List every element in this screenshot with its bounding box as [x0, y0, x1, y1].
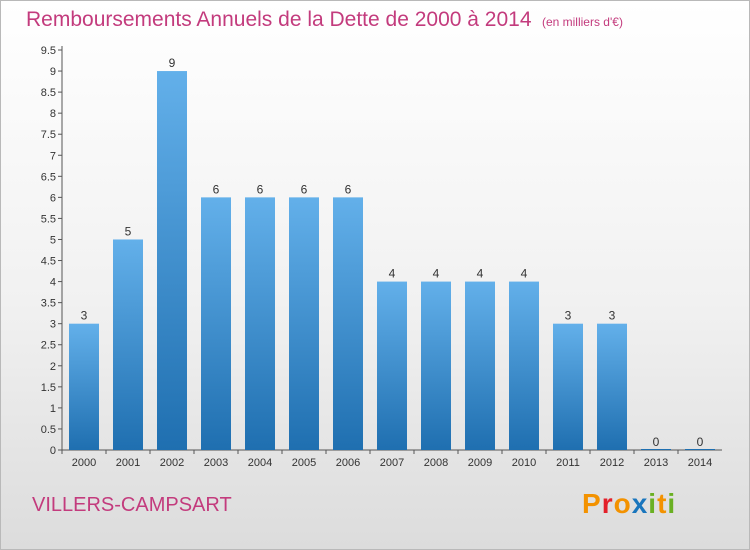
data-label-2009: 4: [477, 267, 484, 281]
x-tick-label: 2008: [424, 457, 448, 469]
bars: [69, 71, 715, 450]
logo-letter: r: [601, 488, 614, 519]
bar-2009: [465, 281, 495, 450]
y-tick-label: 9.5: [41, 45, 56, 57]
data-label-2007: 4: [389, 267, 396, 281]
y-tick-label: 3.5: [41, 298, 56, 310]
x-tick-label: 2005: [292, 457, 316, 469]
logo-letter: P: [582, 488, 602, 519]
x-tick-label: 2010: [512, 457, 536, 469]
chart-title-text: Remboursements Annuels de la Dette de 20…: [26, 8, 532, 31]
data-label-2000: 3: [81, 309, 88, 323]
y-tick-label: 4: [50, 277, 56, 289]
data-label-2004: 6: [257, 182, 264, 196]
logo-letter: o: [613, 488, 632, 519]
x-tick-label: 2014: [688, 457, 712, 469]
y-tick-label: 2.5: [41, 340, 56, 352]
y-tick-label: 0: [50, 445, 56, 457]
data-label-2014: 0: [697, 435, 704, 449]
logo-letter: t: [657, 488, 668, 519]
x-tick-label: 2002: [160, 457, 184, 469]
y-tick-label: 7.5: [41, 129, 56, 141]
x-tick-label: 2009: [468, 457, 492, 469]
data-label-2011: 3: [565, 309, 572, 323]
y-tick-label: 6: [50, 192, 56, 204]
data-label-2001: 5: [125, 224, 132, 238]
y-tick-label: 1.5: [41, 382, 56, 394]
data-label-2005: 6: [301, 182, 308, 196]
bar-2008: [421, 281, 451, 450]
x-tick-label: 2006: [336, 457, 360, 469]
bar-2006: [333, 197, 363, 450]
y-tick-label: 8.5: [41, 87, 56, 99]
y-tick-label: 5.5: [41, 213, 56, 225]
x-tick-label: 2007: [380, 457, 404, 469]
y-tick-label: 3: [50, 319, 56, 331]
x-tick-label: 2004: [248, 457, 272, 469]
y-tick-label: 6.5: [41, 171, 56, 183]
town-name: VILLERS-CAMPSART: [32, 494, 232, 516]
chart-title: Remboursements Annuels de la Dette de 20…: [26, 8, 623, 32]
bar-2007: [377, 281, 407, 450]
y-tick-label: 2: [50, 361, 56, 373]
logo-letter: x: [631, 488, 649, 519]
axes: 0 0.5 1 1.5 2 2.5 3 3.5 4 4.5 5 5.5 6 6.5 7 7.5 8 8.5 9 9.5: [41, 45, 722, 457]
y-tick-label: 4.5: [41, 256, 56, 268]
proxiti-logo: Proxiti: [582, 488, 676, 520]
y-tick-label: 0.5: [41, 424, 56, 436]
data-label-2008: 4: [433, 267, 440, 281]
data-label-2010: 4: [521, 267, 528, 281]
y-tick-label: 9: [50, 66, 56, 78]
data-label-2002: 9: [169, 56, 176, 70]
bar-2011: [553, 323, 583, 450]
y-tick-label: 7: [50, 150, 56, 162]
y-tick-label: 1: [50, 403, 56, 415]
x-tick-label: 2003: [204, 457, 228, 469]
bar-2000: [69, 323, 99, 450]
data-label-2003: 6: [213, 182, 220, 196]
labels: 2000 3 2001 5 2002 9 2003 6 2004 6 2005 6 2006 6 2007 4…: [72, 56, 712, 469]
y-tick-label: 5: [50, 234, 56, 246]
data-label-2013: 0: [653, 435, 660, 449]
bar-2001: [113, 239, 143, 450]
x-tick-label: 2012: [600, 457, 624, 469]
chart-unit-text: (en milliers d'€): [541, 15, 623, 29]
logo-letter: i: [667, 488, 677, 519]
bar-2005: [289, 197, 319, 450]
data-label-2012: 3: [609, 309, 616, 323]
bar-2012: [597, 323, 627, 450]
bar-2003: [201, 197, 231, 450]
x-tick-label: 2013: [644, 457, 668, 469]
bar-2004: [245, 197, 275, 450]
bar-2002: [157, 71, 187, 450]
data-label-2006: 6: [345, 182, 352, 196]
logo-letter: i: [648, 488, 658, 519]
y-tick-label: 8: [50, 108, 56, 120]
bar-2010: [509, 281, 539, 450]
x-tick-label: 2001: [116, 457, 140, 469]
x-tick-label: 2011: [556, 457, 580, 469]
x-tick-label: 2000: [72, 457, 96, 469]
